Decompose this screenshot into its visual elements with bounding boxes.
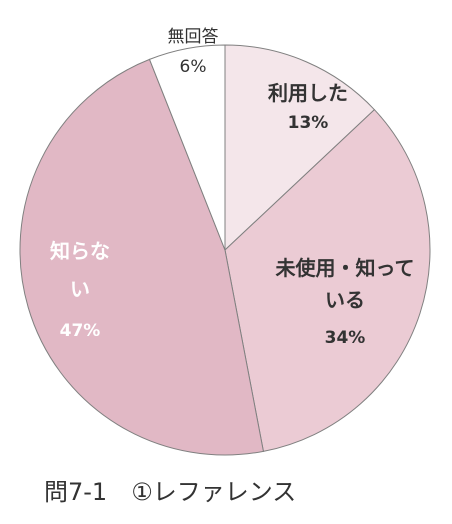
slice-label-2-line-1: 未使用・知って bbox=[276, 256, 415, 280]
slice-value-label-4: 6% bbox=[180, 57, 207, 77]
pie-slices bbox=[19, 44, 431, 456]
slice-label-4: 無回答 bbox=[168, 27, 219, 47]
slice-label-3-line-1: 知らな bbox=[50, 239, 110, 263]
pie-slice-4 bbox=[148, 44, 226, 251]
pie-slice-2 bbox=[224, 108, 431, 452]
slice-label-1-line-1: 利用した bbox=[268, 81, 348, 105]
chart-title: 問7-1 ①レファレンス bbox=[44, 478, 296, 506]
pie-slice-1 bbox=[224, 44, 376, 252]
pie-slice-3 bbox=[19, 58, 264, 456]
slice-value-label-3: 47% bbox=[60, 321, 101, 341]
slice-value-label-2: 34% bbox=[325, 328, 366, 348]
slice-label-3-line-2: い bbox=[70, 277, 90, 301]
slice-value-label-1: 13% bbox=[288, 113, 329, 133]
slice-label-2-line-2: いる bbox=[325, 288, 365, 312]
